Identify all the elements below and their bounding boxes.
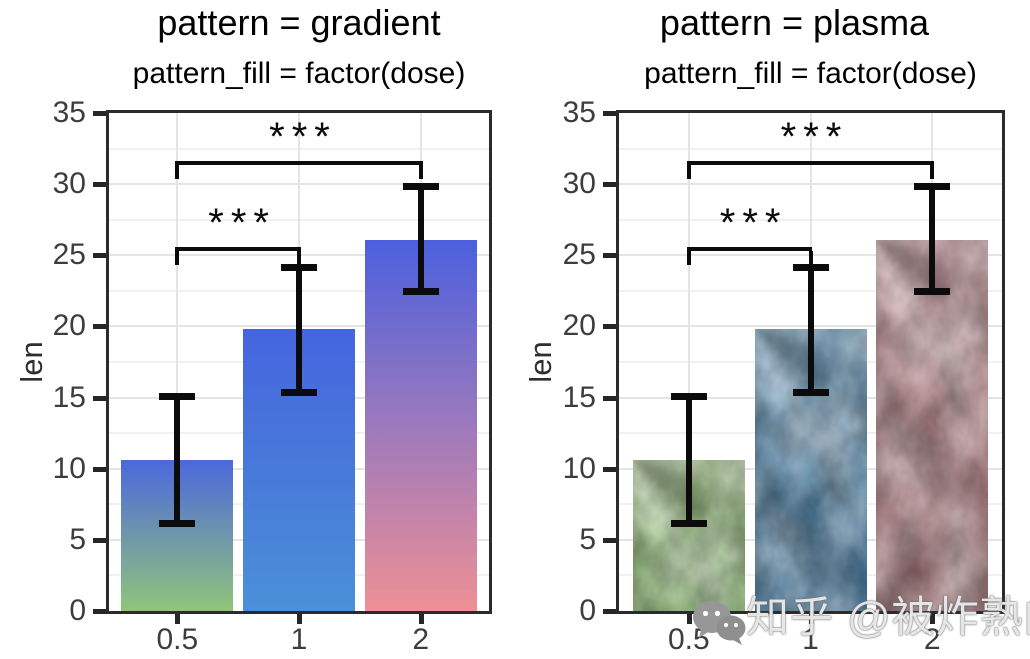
significance-label: *** bbox=[719, 200, 788, 245]
y-tick bbox=[93, 324, 106, 330]
error-bar-stem bbox=[296, 266, 302, 394]
y-tick bbox=[603, 324, 616, 330]
y-tick-label: 0 bbox=[69, 594, 86, 627]
significance-bracket-drop bbox=[686, 250, 691, 265]
y-tick-label: 10 bbox=[562, 451, 596, 485]
gridline-vertical bbox=[176, 110, 179, 611]
x-tick-label: 0.5 bbox=[156, 623, 199, 656]
x-tick-label: 2 bbox=[412, 623, 430, 656]
y-tick-label: 10 bbox=[52, 451, 86, 485]
y-tick bbox=[93, 537, 106, 543]
y-tick bbox=[603, 111, 616, 116]
left-panel-subtitle: pattern_fill = factor(dose) bbox=[132, 57, 466, 90]
y-tick bbox=[93, 466, 106, 472]
significance-bracket bbox=[686, 246, 813, 251]
x-tick-label: 2 bbox=[923, 623, 941, 656]
significance-label: *** bbox=[208, 200, 276, 245]
y-tick bbox=[603, 395, 616, 401]
error-bar-stem bbox=[929, 185, 936, 293]
y-tick bbox=[603, 466, 616, 472]
error-bar-cap-bottom bbox=[670, 520, 707, 528]
error-bar-cap-bottom bbox=[159, 520, 196, 528]
significance-bracket-drop bbox=[930, 165, 935, 180]
x-tick bbox=[297, 611, 302, 624]
y-tick bbox=[603, 609, 616, 614]
x-tick bbox=[175, 611, 181, 624]
error-bar-cap-top bbox=[792, 263, 829, 271]
y-tick-label: 30 bbox=[562, 167, 596, 201]
right-panel-title: pattern = plasma bbox=[659, 2, 930, 43]
error-bar-cap-bottom bbox=[281, 389, 317, 397]
error-bar-cap-bottom bbox=[792, 389, 829, 397]
gridline-vertical bbox=[687, 110, 690, 611]
significance-bracket-drop bbox=[175, 250, 180, 265]
significance-bracket-drop bbox=[808, 250, 813, 265]
x-tick bbox=[930, 611, 936, 624]
significance-label: *** bbox=[269, 115, 337, 160]
significance-bracket-drop bbox=[418, 165, 423, 180]
significance-bracket bbox=[175, 161, 423, 166]
y-tick-label: 5 bbox=[69, 522, 86, 556]
y-tick-label: 15 bbox=[52, 380, 86, 414]
error-bar-cap-top bbox=[281, 263, 317, 271]
x-tick bbox=[418, 611, 424, 624]
error-bar-stem bbox=[685, 396, 692, 525]
significance-bracket bbox=[175, 246, 301, 251]
y-tick-label: 0 bbox=[579, 594, 596, 627]
x-tick-label: 1 bbox=[802, 623, 819, 656]
y-tick-label: 30 bbox=[52, 167, 86, 201]
y-tick-label: 15 bbox=[562, 380, 596, 414]
bar bbox=[876, 239, 988, 611]
significance-bracket-drop bbox=[686, 165, 691, 180]
error-bar-cap-top bbox=[670, 393, 707, 401]
error-bar-cap-bottom bbox=[402, 288, 439, 296]
error-bar-stem bbox=[174, 396, 181, 525]
y-tick bbox=[93, 609, 106, 614]
y-tick-label: 5 bbox=[579, 522, 596, 556]
y-tick bbox=[603, 182, 616, 188]
error-bar-cap-top bbox=[159, 393, 196, 401]
y-tick-label: 25 bbox=[52, 238, 86, 272]
y-tick-label: 25 bbox=[562, 238, 596, 272]
significance-bracket-drop bbox=[297, 250, 301, 265]
error-bar-cap-top bbox=[914, 182, 951, 190]
bar bbox=[365, 239, 477, 611]
error-bar-cap-top bbox=[402, 182, 439, 190]
significance-label: *** bbox=[780, 115, 849, 160]
left-panel-title: pattern = gradient bbox=[157, 2, 441, 43]
y-tick bbox=[93, 253, 106, 259]
x-tick-label: 1 bbox=[290, 623, 308, 656]
error-bar-stem bbox=[417, 185, 424, 293]
y-tick bbox=[93, 395, 106, 401]
y-tick bbox=[93, 182, 106, 188]
significance-bracket-drop bbox=[175, 165, 180, 180]
x-tick bbox=[808, 611, 814, 624]
y-tick bbox=[603, 537, 616, 543]
y-tick-label: 35 bbox=[52, 96, 86, 129]
wechat-icon bbox=[693, 601, 746, 645]
y-tick-label: 35 bbox=[562, 96, 596, 129]
y-tick-label: 20 bbox=[52, 309, 86, 343]
significance-bracket bbox=[686, 161, 935, 166]
error-bar-stem bbox=[807, 266, 814, 394]
x-tick bbox=[686, 611, 692, 624]
y-tick bbox=[93, 111, 106, 116]
right-panel-subtitle: pattern_fill = factor(dose) bbox=[644, 57, 977, 90]
y-tick-label: 20 bbox=[562, 309, 596, 343]
watermark-text: 知乎 @被炸熟的虾 bbox=[746, 594, 1030, 642]
error-bar-cap-bottom bbox=[914, 288, 951, 296]
y-tick bbox=[603, 253, 616, 259]
